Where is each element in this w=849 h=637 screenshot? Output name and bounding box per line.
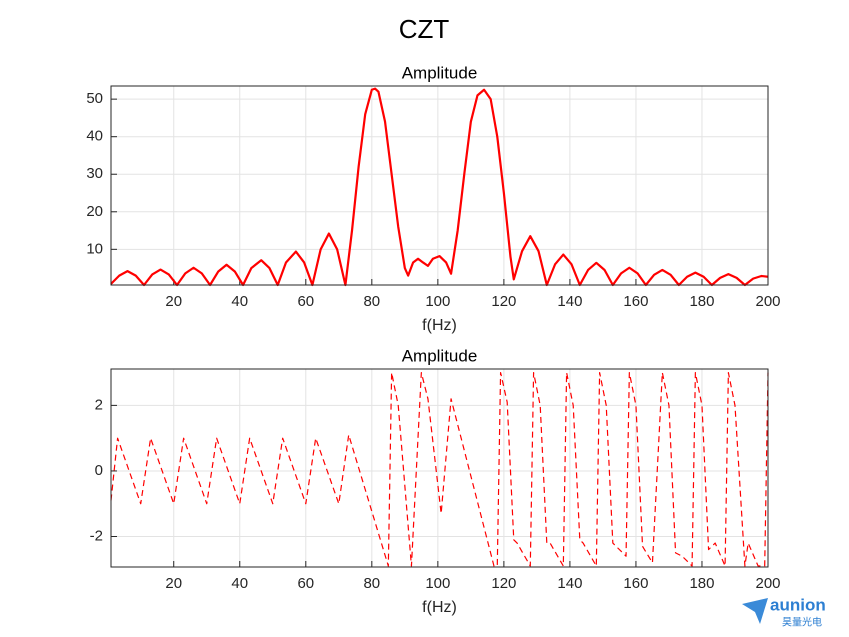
y-tick-label: 20 [86, 203, 103, 220]
x-axis-label: f(Hz) [422, 599, 457, 616]
logo-icon [742, 598, 768, 624]
x-tick-label: 180 [689, 293, 714, 310]
subplot: 20 40 60 80 100 120 140 160 180 200 10 20 30 40 50 Ampl… [86, 63, 780, 334]
y-tick-label: 10 [86, 240, 103, 257]
x-tick-label: 140 [557, 293, 582, 310]
x-tick-label: 160 [623, 575, 648, 592]
axes-box [110, 85, 769, 286]
subplot: 20 40 60 80 100 120 140 160 180 200 -2 0 2 Amplitude f… [90, 346, 781, 616]
plot-area [111, 369, 768, 567]
x-tick-label: 180 [689, 575, 714, 592]
watermark: aunion 昊量光电 [742, 595, 826, 629]
x-tick-label: 200 [755, 293, 780, 310]
x-tick-label: 100 [425, 575, 450, 592]
y-tick-label: 2 [95, 396, 103, 413]
x-tick-label: 140 [557, 575, 582, 592]
y-tick-label: 40 [86, 128, 103, 145]
y-tick-label: 0 [95, 462, 103, 479]
x-tick-label: 200 [755, 575, 780, 592]
x-tick-label: 80 [363, 293, 380, 310]
x-tick-label: 20 [165, 575, 182, 592]
x-tick-label: 80 [363, 575, 380, 592]
x-tick-label: 40 [231, 575, 248, 592]
y-tick-label: 50 [86, 90, 103, 107]
x-tick-label: 60 [297, 293, 314, 310]
plot-area [111, 86, 768, 285]
x-axis-label: f(Hz) [422, 317, 457, 334]
subplot-title: Amplitude [402, 346, 478, 365]
logo-text: aunion [770, 595, 826, 614]
y-tick-label: -2 [90, 527, 103, 544]
axes-box [110, 368, 769, 568]
x-tick-label: 100 [425, 293, 450, 310]
logo-subtext: 昊量光电 [782, 616, 822, 629]
data-line [110, 372, 769, 567]
x-tick-label: 120 [491, 575, 516, 592]
x-tick-label: 120 [491, 293, 516, 310]
subplot-title: Amplitude [402, 63, 478, 82]
figure-title: CZT [399, 14, 450, 44]
x-tick-label: 40 [231, 293, 248, 310]
data-line [110, 87, 769, 287]
x-tick-label: 160 [623, 293, 648, 310]
y-tick-label: 30 [86, 165, 103, 182]
x-tick-label: 20 [165, 293, 182, 310]
x-tick-label: 60 [297, 575, 314, 592]
